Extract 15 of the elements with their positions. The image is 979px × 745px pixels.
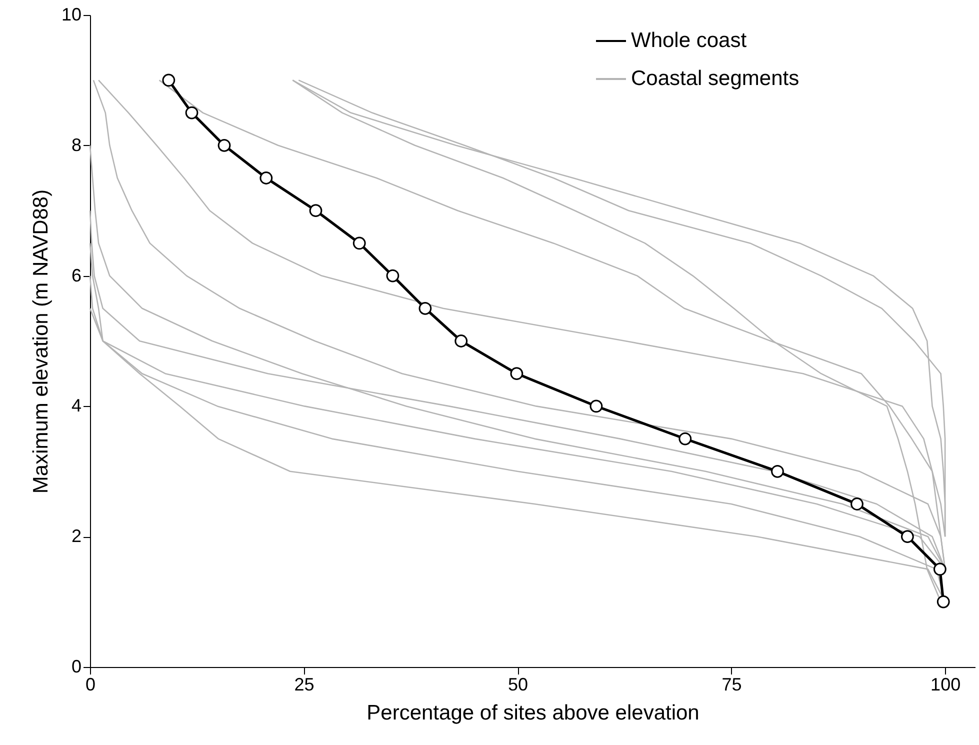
x-axis-title: Percentage of sites above elevation: [366, 702, 700, 724]
x-tick-label: 50: [508, 674, 528, 694]
x-tick-label: 75: [722, 674, 742, 694]
legend-label: Whole coast: [631, 29, 747, 52]
x-tick-label: 0: [85, 674, 96, 694]
y-tick-label: 10: [61, 4, 82, 24]
y-tick-label: 0: [71, 656, 82, 676]
x-tick-label: 25: [294, 674, 314, 694]
legend-label: Coastal segments: [631, 67, 800, 90]
y-tick-label: 8: [71, 134, 82, 155]
x-tick-label: 100: [930, 674, 961, 694]
y-tick-label: 4: [71, 396, 82, 416]
y-tick-label: 2: [71, 526, 82, 546]
y-axis-title: Maximum elevation (m NAVD88): [29, 189, 52, 494]
y-tick-label: 6: [71, 265, 82, 286]
